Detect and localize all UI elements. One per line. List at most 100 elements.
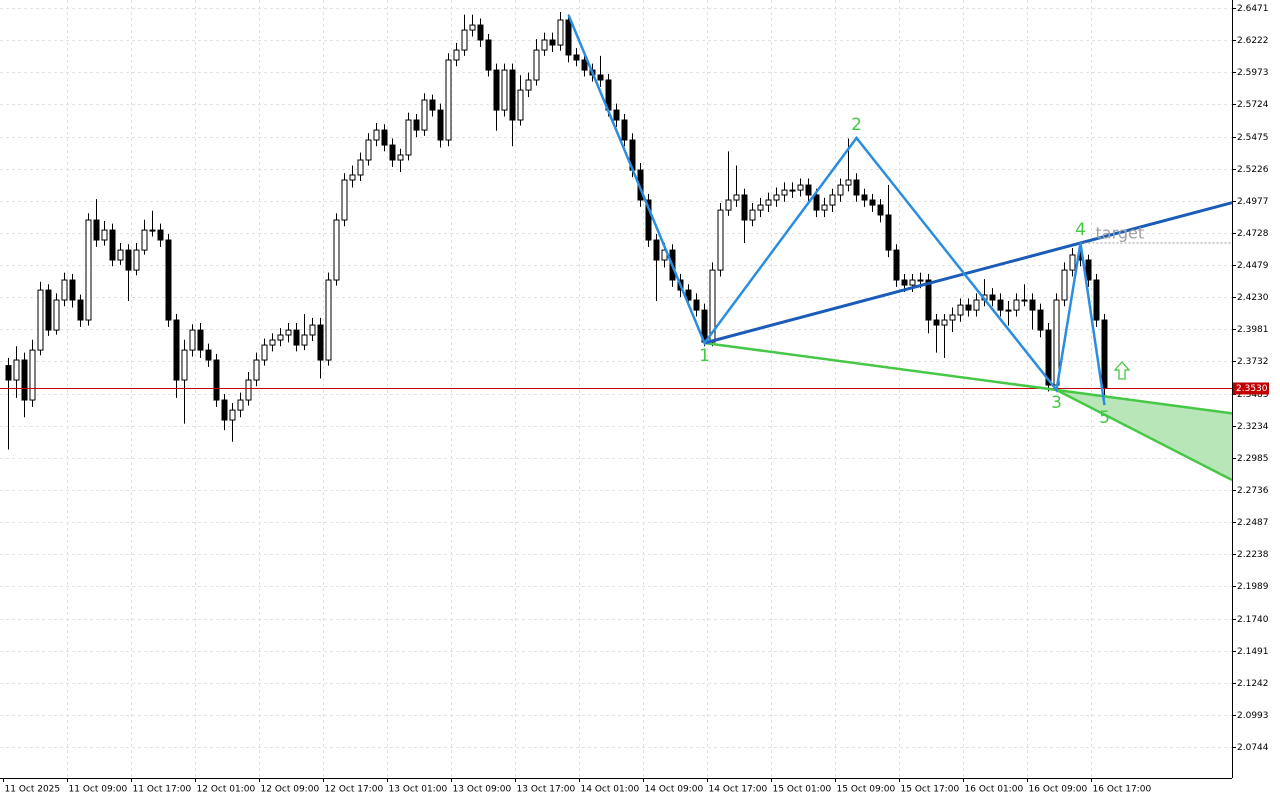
candle-body [893, 249, 900, 281]
y-tick-label: 2.2985 [1237, 454, 1269, 464]
candle-body [229, 409, 236, 421]
candle-body [685, 289, 692, 301]
candle-body [261, 344, 268, 361]
candle-body [413, 119, 420, 131]
candle-body [989, 294, 996, 301]
candle-body [509, 69, 516, 121]
candle-body [453, 49, 460, 61]
x-tick-label: 11 Oct 09:00 [69, 785, 128, 795]
candle-body [621, 119, 628, 141]
candle-body [37, 289, 44, 351]
candle-body [341, 179, 348, 221]
y-tick-label: 2.1491 [1237, 647, 1269, 657]
y-tick-label: 2.4728 [1237, 229, 1269, 239]
candle-body [381, 129, 388, 146]
x-tick-label: 14 Oct 01:00 [581, 785, 640, 795]
candle-body [725, 199, 732, 211]
candle-body [469, 24, 476, 31]
y-tick-label: 2.6471 [1237, 4, 1269, 14]
zone-lower-line [1055, 388, 1233, 482]
candle-body [461, 29, 468, 51]
candle-body [973, 299, 980, 311]
candle-body [301, 334, 308, 346]
candle-body [29, 349, 36, 401]
point-label: 1 [699, 346, 710, 366]
candle-body [653, 239, 660, 261]
x-tick-label: 13 Oct 09:00 [453, 785, 512, 795]
candle-body [317, 324, 324, 361]
y-tick-label: 2.4977 [1237, 197, 1269, 207]
y-tick-label: 2.5475 [1237, 133, 1269, 143]
x-tick-label: 15 Oct 01:00 [773, 785, 832, 795]
candle-body [141, 229, 148, 251]
candle-body [1085, 259, 1092, 281]
x-tick-label: 16 Oct 01:00 [965, 785, 1024, 795]
candle-body [477, 24, 484, 41]
candle-body [253, 359, 260, 381]
candle-body [829, 194, 836, 206]
candle-body [717, 209, 724, 271]
candle-body [805, 184, 812, 196]
candle-body [485, 39, 492, 71]
zigzag [567, 14, 1106, 406]
candle-body [557, 19, 564, 46]
candle-body [549, 39, 556, 46]
y-tick-label: 2.2736 [1237, 486, 1269, 496]
candle-body [1069, 254, 1076, 271]
candle-body [293, 329, 300, 346]
candle-body [573, 54, 580, 61]
candle-body [797, 184, 804, 191]
candle-body [821, 204, 828, 211]
y-tick-label: 2.5226 [1237, 165, 1269, 175]
x-tick-label: 12 Oct 09:00 [261, 785, 320, 795]
candle-body [845, 179, 852, 186]
x-tick-label: 12 Oct 01:00 [197, 785, 256, 795]
candle-body [517, 89, 524, 121]
candle-body [1005, 309, 1012, 312]
candle-body [861, 194, 868, 201]
candle-body [1093, 279, 1100, 321]
point-label: 3 [1051, 393, 1062, 413]
candle-body [965, 304, 972, 311]
axes: 2.6471 2.6222 2.5973 2.5724 2.5475 2.5226 2.49… [3, 4, 1269, 795]
target-label: target [1096, 223, 1145, 242]
candle-body [613, 109, 620, 121]
x-tick-label: 15 Oct 09:00 [837, 785, 896, 795]
buy-arrow [1113, 361, 1131, 380]
candle-body [197, 329, 204, 351]
pattern-overlay: target 1 2 3 4 5 [0, 14, 1233, 482]
candle-body [165, 239, 172, 321]
candle-body [933, 319, 940, 326]
lower-trend-line [704, 341, 1233, 415]
last-price-label: 2.3530 [1236, 384, 1268, 394]
point-label: 4 [1075, 220, 1086, 240]
candle-body [1037, 309, 1044, 331]
candle-body [885, 214, 892, 251]
candle-body [325, 279, 332, 361]
x-tick-label: 14 Oct 09:00 [645, 785, 704, 795]
grid [0, 0, 1232, 778]
x-tick-label: 11 Oct 17:00 [133, 785, 192, 795]
candle-body [837, 184, 844, 196]
candle-body [77, 299, 84, 321]
x-tick-label: 15 Oct 17:00 [901, 785, 960, 795]
candle-body [13, 359, 20, 381]
candle-body [149, 229, 156, 232]
candle-body [429, 99, 436, 111]
candle-body [357, 159, 364, 176]
candle-body [389, 144, 396, 161]
candle-body [445, 59, 452, 141]
x-tick-label: 13 Oct 01:00 [389, 785, 448, 795]
candle-body [997, 299, 1004, 311]
candle-body [1045, 329, 1052, 386]
candle-body [741, 194, 748, 221]
candle-body [405, 119, 412, 156]
candle-body [1101, 319, 1108, 389]
y-tick-label: 2.5973 [1237, 68, 1269, 78]
y-tick-label: 2.2238 [1237, 550, 1269, 560]
candle-body [909, 279, 916, 286]
candle-body [853, 179, 860, 196]
candle-body [181, 349, 188, 381]
candle-body [581, 59, 588, 71]
x-tick-label: 13 Oct 17:00 [517, 785, 576, 795]
